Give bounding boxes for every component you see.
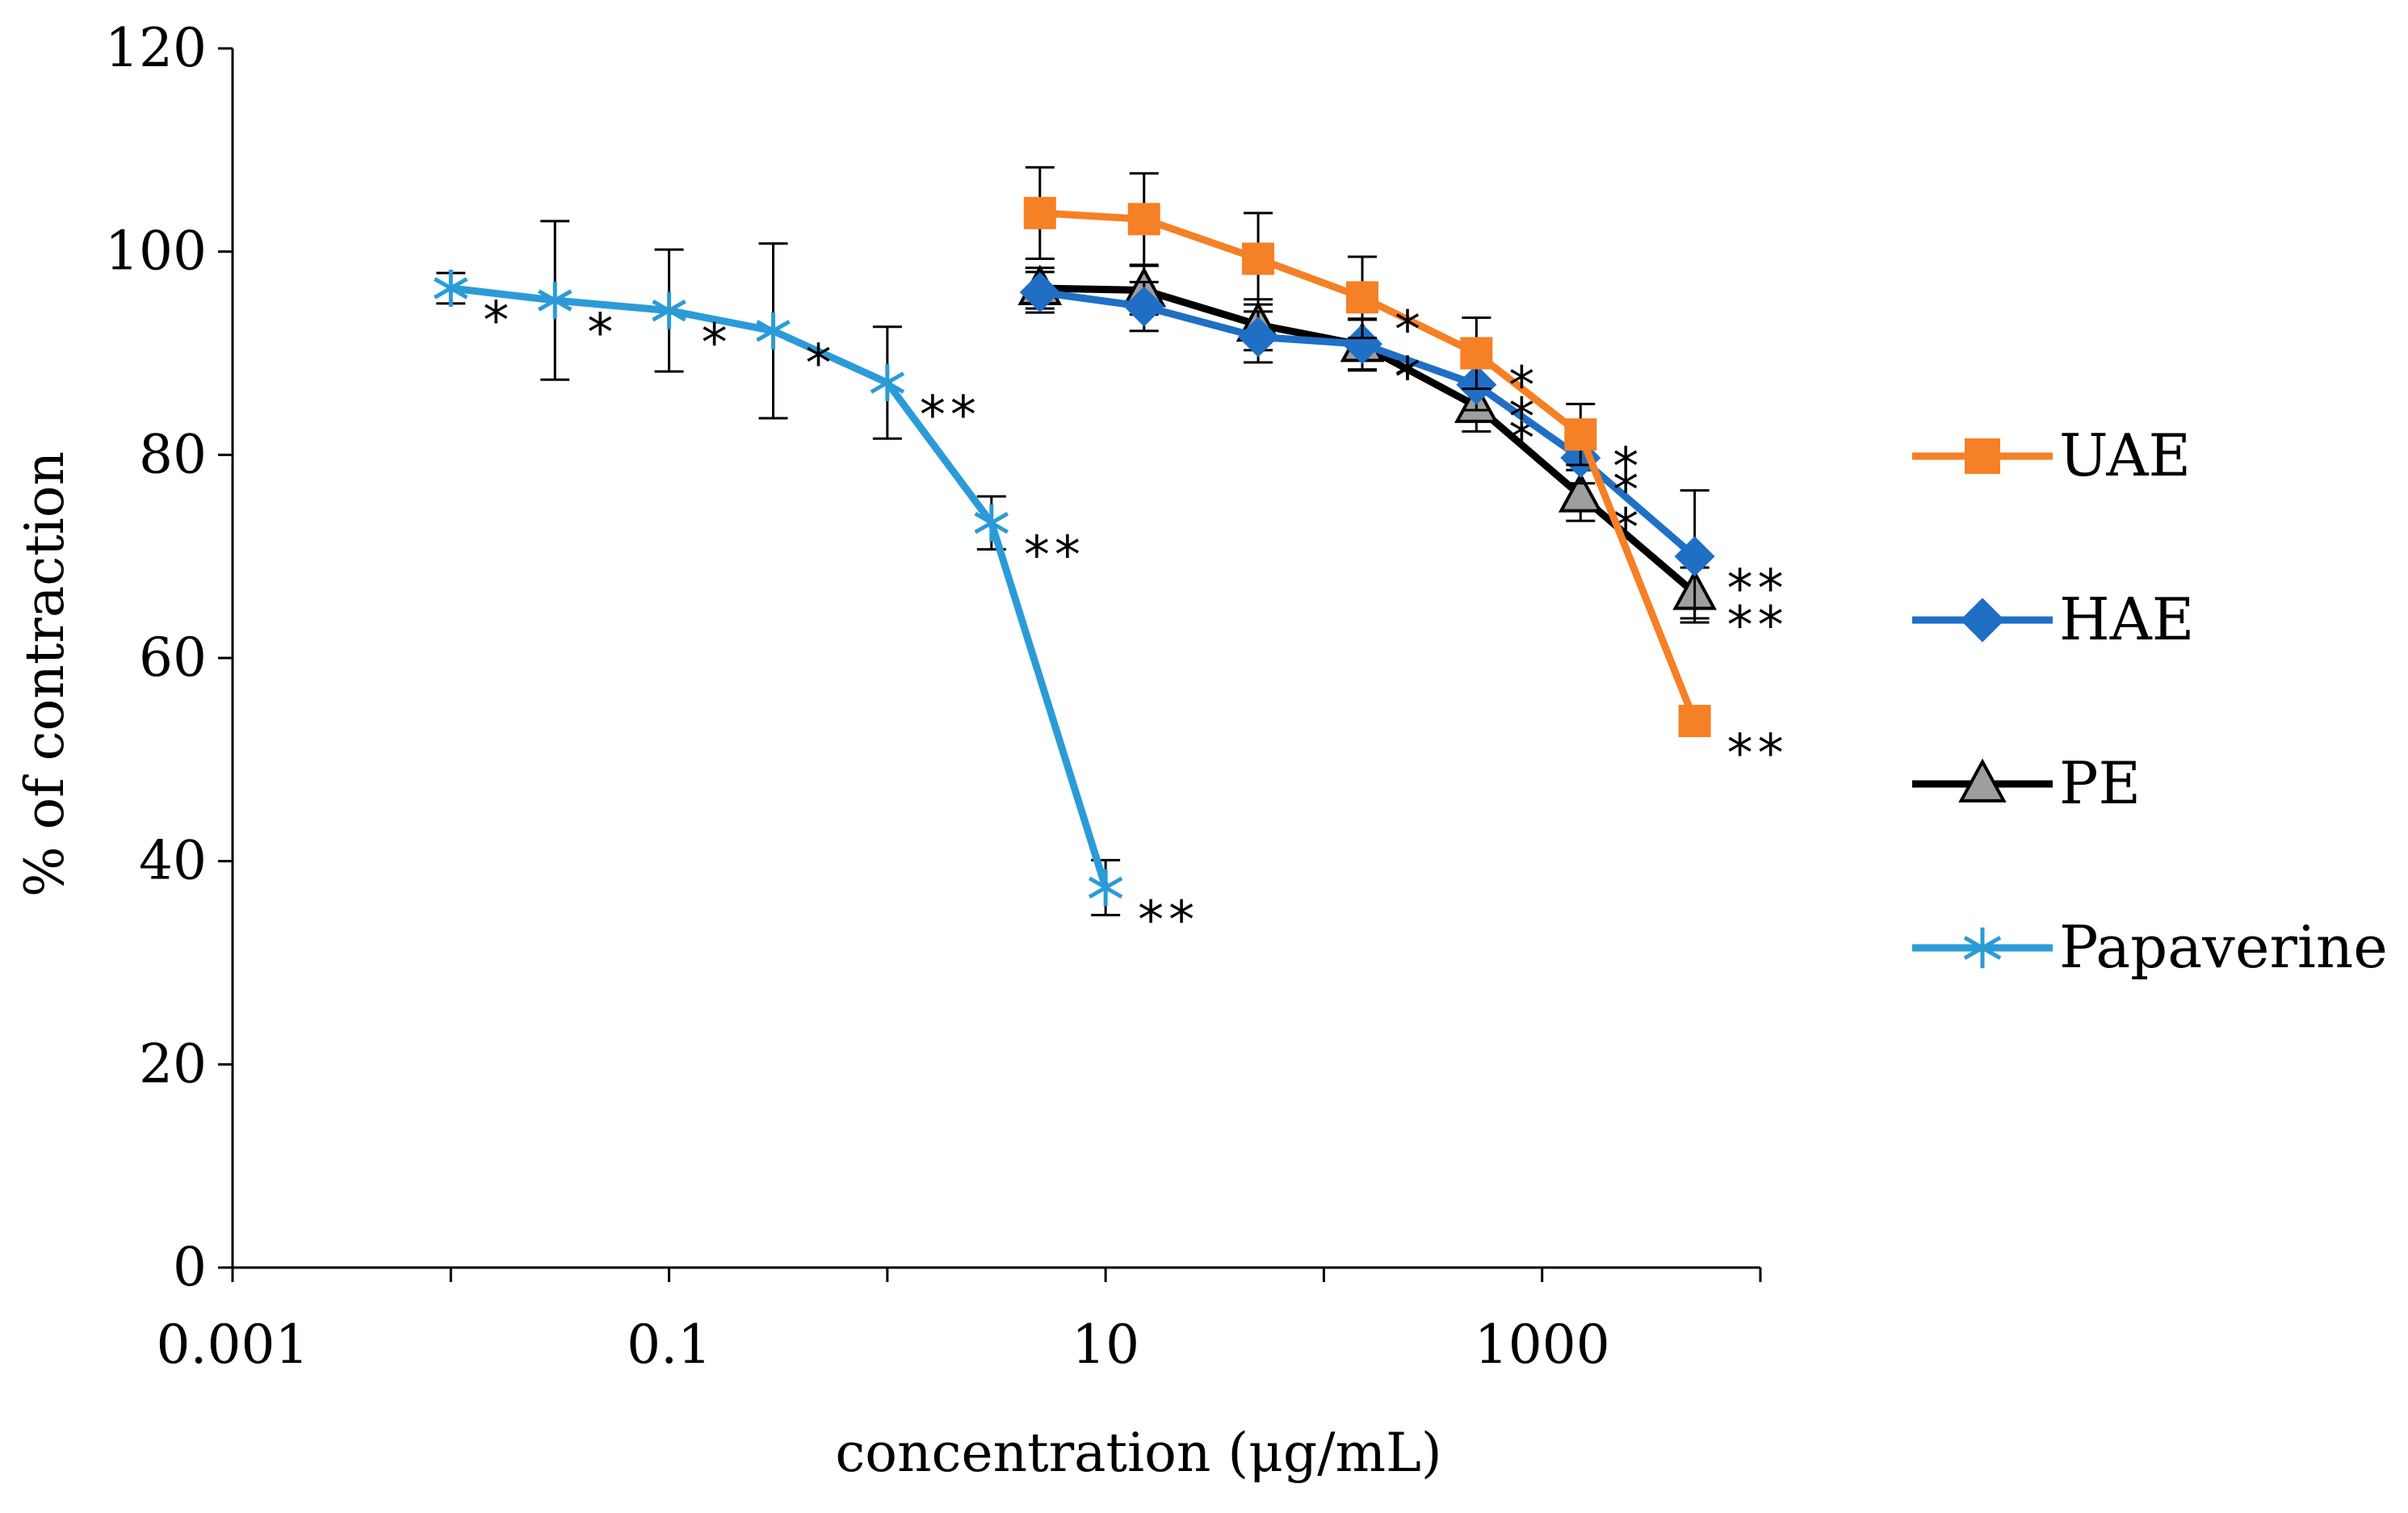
significance-annotation: ** — [1024, 526, 1085, 586]
data-point — [1678, 705, 1711, 738]
significance-annotation: * — [1613, 461, 1643, 521]
data-point — [1088, 869, 1123, 907]
y-tick-label: 80 — [139, 423, 207, 485]
data-point — [1238, 316, 1279, 358]
legend-label: Papaverine — [2059, 913, 2388, 981]
y-axis-title: % of contraction — [14, 451, 76, 897]
data-point — [1019, 272, 1060, 312]
y-tick-label: 100 — [105, 220, 207, 283]
y-tick-label: 40 — [139, 830, 207, 892]
legend-marker-stroke — [1963, 936, 2002, 960]
legend-marker — [1958, 758, 2007, 803]
series-papaverine: * * * ******* — [434, 220, 1199, 950]
y-tick-label: 60 — [139, 627, 207, 689]
data-point — [870, 363, 905, 401]
legend-label: PE — [2059, 749, 2141, 817]
significance-annotation: * — [1613, 438, 1643, 497]
legend-item-uae: UAE — [1912, 421, 2191, 489]
data-point-stroke — [652, 299, 686, 322]
data-point — [974, 504, 1009, 542]
significance-annotation: * — [1508, 357, 1539, 417]
data-point — [537, 282, 573, 320]
data-point — [1460, 337, 1493, 370]
legend-label: HAE — [2059, 585, 2194, 653]
data-point-stroke — [1088, 876, 1123, 899]
significance-annotation: * — [702, 314, 732, 374]
data-point — [434, 269, 468, 307]
legend-marker — [1960, 597, 2005, 643]
data-point-stroke — [756, 320, 791, 342]
significance-annotation: * — [806, 334, 837, 394]
axes: 0 20 40 60 80 100 120 0.001 0.1 10 1000 — [105, 17, 1762, 1376]
data-point — [1023, 196, 1056, 229]
x-tick-label: 0.1 — [627, 1314, 711, 1376]
data-point-stroke — [870, 371, 905, 394]
legend-item-papaverine: Papaverine — [1912, 913, 2388, 981]
data-point — [1674, 536, 1715, 577]
data-point-stroke — [434, 277, 468, 300]
legend: UAE HAE PE Papaverine — [1912, 421, 2388, 981]
significance-annotation: * — [483, 291, 514, 351]
legend-marker — [1965, 438, 2000, 474]
data-point — [1127, 203, 1160, 236]
series-line — [450, 284, 1110, 889]
significance-annotation: ** — [1138, 891, 1199, 950]
x-tick-label: 10 — [1072, 1314, 1139, 1376]
data-point — [1558, 472, 1603, 513]
data-point — [1342, 324, 1383, 365]
data-point-stroke — [537, 289, 573, 312]
data-point — [652, 291, 686, 329]
legend-label: UAE — [2059, 421, 2191, 489]
legend-marker — [1963, 927, 2002, 969]
data-point — [756, 312, 791, 350]
significance-annotation: * — [1395, 300, 1425, 360]
data-point — [1564, 418, 1597, 451]
series-layer: * * * ********************** — [434, 166, 1789, 950]
significance-annotation: ** — [1727, 560, 1789, 619]
x-axis-title: concentration (μg/mL) — [835, 1422, 1441, 1484]
significance-annotation: ** — [1727, 724, 1789, 784]
data-point — [1242, 242, 1275, 275]
significance-annotation: * — [587, 304, 618, 363]
series-uae: ***** — [1023, 166, 1789, 784]
legend-item-pe: PE — [1912, 749, 2141, 817]
x-tick-label: 0.001 — [157, 1314, 309, 1376]
significance-annotation: * — [1395, 347, 1425, 407]
legend-item-hae: HAE — [1912, 585, 2194, 653]
significance-annotation: ** — [920, 386, 981, 446]
significance-annotation: ** — [1727, 596, 1789, 656]
data-point — [1123, 286, 1164, 327]
data-point — [1346, 281, 1379, 314]
y-tick-label: 20 — [139, 1033, 207, 1095]
y-tick-label: 120 — [105, 17, 207, 79]
y-tick-label: 0 — [173, 1236, 207, 1298]
x-tick-label: 1000 — [1475, 1314, 1610, 1376]
data-point-stroke — [974, 511, 1009, 534]
